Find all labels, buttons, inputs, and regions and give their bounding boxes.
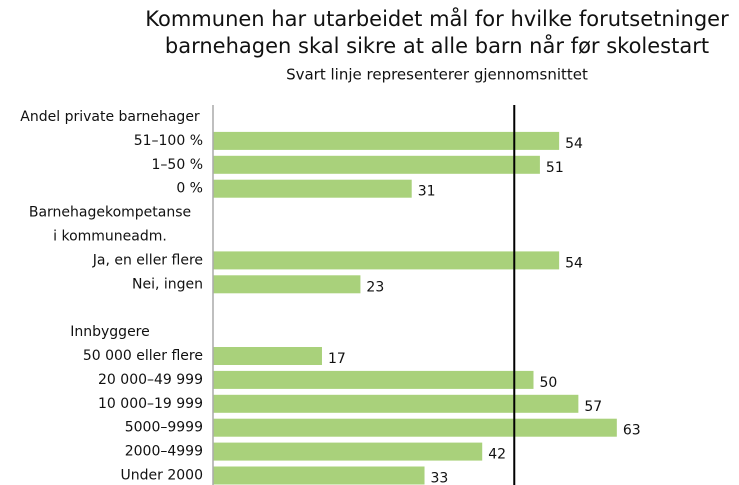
value-label: 42 [488, 447, 506, 463]
value-label: 17 [328, 351, 346, 367]
value-label: 50 [540, 375, 558, 391]
bar [213, 394, 579, 413]
bar [213, 442, 483, 461]
bar [213, 275, 361, 294]
y-tick-label: 51–100 % [134, 133, 203, 149]
y-tick-label: Under 2000 [121, 468, 203, 484]
value-label: 51 [546, 160, 564, 176]
y-tick-label: 20 000–49 999 [98, 372, 203, 388]
bar [213, 179, 412, 198]
bar [213, 370, 534, 389]
y-tick-label: 0 % [176, 181, 203, 197]
value-label: 63 [623, 423, 641, 439]
y-tick-label: 1–50 % [152, 157, 203, 173]
bar [213, 155, 540, 174]
bar [213, 418, 617, 437]
y-tick-label: 2000–4999 [125, 444, 203, 460]
y-tick-label: 50 000 eller flere [83, 348, 203, 364]
y-tick-label: Ja, en eller flere [92, 252, 203, 268]
bar [213, 347, 322, 365]
bar [213, 131, 560, 150]
y-tick-label: Nei, ingen [132, 276, 203, 292]
value-label: 57 [584, 399, 602, 415]
value-label: 23 [366, 279, 384, 295]
value-label: 31 [418, 184, 436, 200]
y-tick-label: 10 000–19 999 [98, 396, 203, 412]
group-header: Barnehagekompetanse [29, 205, 191, 221]
chart-title: barnehagen skal sikre at alle barn når f… [165, 33, 709, 58]
bar [213, 466, 425, 485]
chart-title: Kommunen har utarbeidet mål for hvilke f… [145, 6, 729, 31]
group-header: Innbyggere [70, 324, 150, 340]
y-tick-label: 5000–9999 [125, 420, 203, 436]
chart-subtitle: Svart linje representerer gjennomsnittet [286, 66, 588, 84]
value-label: 54 [565, 255, 583, 271]
bar [213, 251, 560, 270]
value-label: 33 [431, 471, 449, 485]
value-label: 54 [565, 136, 583, 152]
group-header: Andel private barnehager [20, 109, 200, 125]
group-header: i kommuneadm. [53, 229, 167, 245]
